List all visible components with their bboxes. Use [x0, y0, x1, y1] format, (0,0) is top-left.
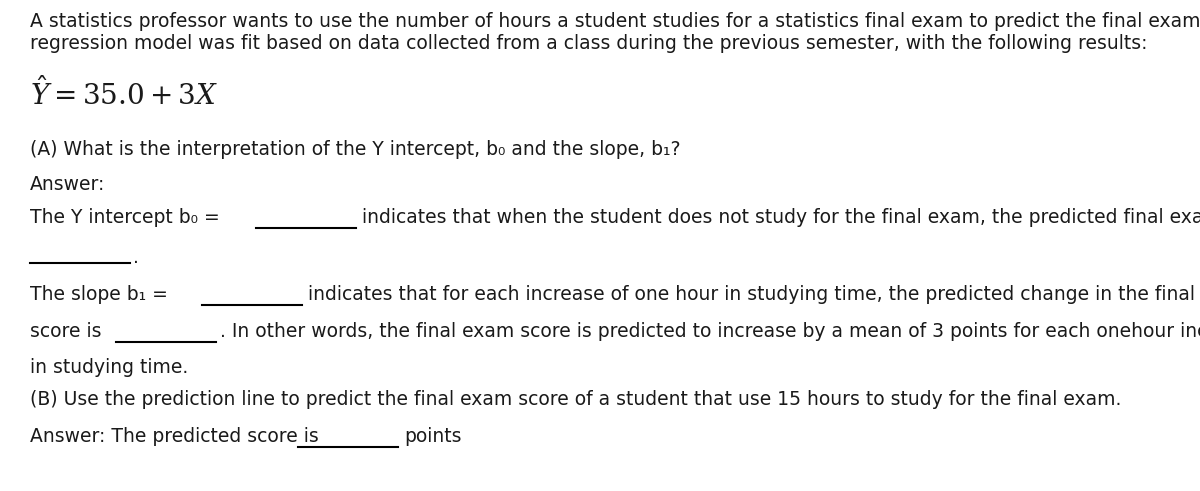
Text: Answer: The predicted score is: Answer: The predicted score is: [30, 427, 319, 446]
Text: points: points: [404, 427, 462, 446]
Text: indicates that when the student does not study for the final exam, the predicted: indicates that when the student does not…: [362, 208, 1200, 227]
Text: in studying time.: in studying time.: [30, 358, 188, 377]
Text: score is: score is: [30, 322, 102, 341]
Text: Answer:: Answer:: [30, 175, 106, 194]
Text: A statistics professor wants to use the number of hours a student studies for a : A statistics professor wants to use the …: [30, 12, 1200, 31]
Text: The Y intercept b₀ =: The Y intercept b₀ =: [30, 208, 220, 227]
Text: regression model was fit based on data collected from a class during the previou: regression model was fit based on data c…: [30, 34, 1147, 53]
Text: (B) Use the prediction line to predict the final exam score of a student that us: (B) Use the prediction line to predict t…: [30, 390, 1121, 409]
Text: indicates that for each increase of one hour in studying time, the predicted cha: indicates that for each increase of one …: [308, 285, 1200, 304]
Text: .: .: [133, 248, 139, 267]
Text: . In other words, the final exam score is predicted to increase by a mean of 3 p: . In other words, the final exam score i…: [220, 322, 1200, 341]
Text: (A) What is the interpretation of the Y intercept, b₀ and the slope, b₁?: (A) What is the interpretation of the Y …: [30, 140, 680, 159]
Text: $\hat{Y} = 35.0 + 3X$: $\hat{Y} = 35.0 + 3X$: [30, 78, 218, 111]
Text: The slope b₁ =: The slope b₁ =: [30, 285, 168, 304]
